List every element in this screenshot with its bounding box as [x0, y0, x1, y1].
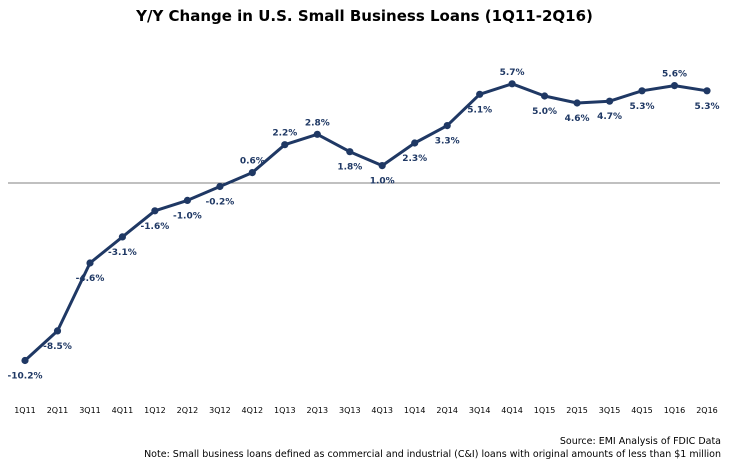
data-point-3Q15: [606, 97, 614, 105]
x-tick-label-2Q15: 2Q15: [566, 406, 588, 415]
data-point-3Q11: [86, 259, 94, 267]
data-point-3Q12: [216, 182, 224, 191]
x-tick-label-2Q13: 2Q13: [307, 406, 329, 415]
data-point-2Q16: [703, 87, 711, 95]
x-tick-label-4Q13: 4Q13: [371, 406, 393, 415]
data-point-4Q12: [248, 169, 256, 177]
data-label-1Q16: 5.6%: [662, 70, 687, 80]
x-tick-label-2Q11: 2Q11: [47, 406, 69, 415]
series-line: [23, 82, 709, 362]
data-label-4Q11: -3.1%: [108, 248, 137, 258]
x-tick-label-4Q14: 4Q14: [501, 406, 523, 415]
data-point-2Q14: [443, 122, 451, 130]
footnote: Note: Small business loans defined as co…: [144, 449, 721, 460]
data-label-3Q15: 4.7%: [597, 112, 622, 122]
data-label-2Q13: 2.8%: [305, 118, 330, 128]
data-point-3Q13: [346, 148, 354, 156]
data-label-3Q13: 1.8%: [337, 163, 362, 173]
data-point-1Q11: [21, 356, 29, 365]
data-point-4Q15: [638, 87, 646, 95]
x-tick-label-1Q16: 1Q16: [664, 406, 686, 415]
x-tick-label-1Q11: 1Q11: [14, 406, 36, 415]
data-label-2Q12: -1.0%: [173, 211, 202, 221]
data-label-1Q15: 5.0%: [532, 107, 557, 117]
data-point-1Q13: [281, 141, 289, 149]
data-label-4Q12: 0.6%: [240, 157, 265, 167]
x-tick-label-2Q12: 2Q12: [177, 406, 199, 415]
x-tick-label-1Q15: 1Q15: [534, 406, 556, 415]
data-point-2Q11: [53, 327, 62, 335]
x-tick-label-2Q16: 2Q16: [696, 406, 718, 415]
data-point-1Q14: [411, 139, 419, 147]
data-label-2Q15: 4.6%: [565, 114, 590, 124]
data-point-4Q11: [118, 233, 126, 241]
data-label-2Q16: 5.3%: [695, 102, 720, 112]
data-label-2Q14: 3.3%: [435, 137, 460, 147]
data-label-4Q15: 5.3%: [630, 102, 655, 112]
x-tick-label-4Q11: 4Q11: [112, 406, 134, 415]
x-tick-label-3Q13: 3Q13: [339, 406, 361, 415]
data-label-3Q11: -4.6%: [76, 274, 105, 284]
data-label-1Q14: 2.3%: [402, 154, 427, 164]
chart-title: Y/Y Change in U.S. Small Business Loans …: [136, 7, 593, 25]
data-point-2Q12: [183, 196, 191, 204]
data-label-4Q14: 5.7%: [500, 68, 525, 78]
data-point-2Q13: [313, 130, 321, 138]
data-label-2Q11: -8.5%: [43, 342, 72, 352]
data-point-2Q15: [573, 99, 581, 107]
x-tick-label-1Q13: 1Q13: [274, 406, 296, 415]
source-note: Source: EMI Analysis of FDIC Data: [559, 436, 721, 447]
data-label-1Q11: -10.2%: [8, 372, 43, 382]
data-label-1Q13: 2.2%: [272, 129, 297, 139]
data-label-3Q12: -0.2%: [206, 198, 235, 208]
data-point-1Q16: [670, 82, 679, 90]
x-tick-label-3Q11: 3Q11: [79, 406, 101, 415]
x-tick-label-1Q12: 1Q12: [144, 406, 166, 415]
x-tick-label-3Q12: 3Q12: [209, 406, 231, 415]
data-label-1Q12: -1.6%: [141, 222, 170, 232]
data-point-4Q14: [508, 80, 516, 88]
data-label-4Q13: 1.0%: [370, 177, 395, 187]
x-tick-label-1Q14: 1Q14: [404, 406, 426, 415]
data-point-1Q12: [151, 207, 159, 215]
data-point-3Q14: [476, 90, 484, 98]
x-tick-label-4Q12: 4Q12: [242, 406, 264, 415]
data-point-4Q13: [378, 162, 386, 170]
x-tick-label-3Q15: 3Q15: [599, 406, 621, 415]
x-tick-label-4Q15: 4Q15: [631, 406, 653, 415]
data-point-1Q15: [541, 92, 549, 100]
x-tick-label-3Q14: 3Q14: [469, 406, 491, 415]
data-label-3Q14: 5.1%: [467, 105, 492, 115]
x-tick-label-2Q14: 2Q14: [436, 406, 458, 415]
